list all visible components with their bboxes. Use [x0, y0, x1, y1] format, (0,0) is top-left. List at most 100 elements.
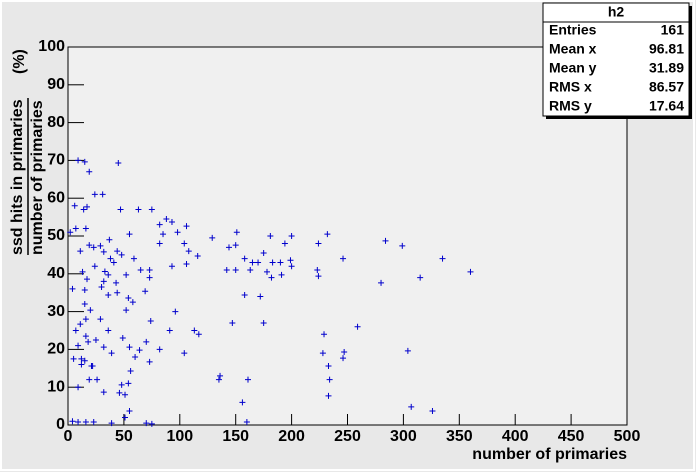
point: [156, 221, 163, 228]
point: [119, 335, 126, 342]
point: [129, 299, 136, 306]
point: [97, 316, 104, 323]
point: [281, 240, 288, 247]
point: [92, 336, 99, 343]
point: [67, 229, 74, 236]
point: [408, 403, 415, 410]
point: [81, 301, 88, 308]
point: [233, 229, 240, 236]
point: [278, 271, 285, 278]
point: [146, 267, 153, 274]
x-tick-label: 300: [390, 428, 417, 445]
stats-label: Mean y: [549, 60, 597, 76]
point: [209, 234, 216, 241]
y-tick-label: 20: [47, 341, 65, 358]
point: [439, 255, 446, 262]
x-tick-label: 0: [64, 428, 73, 445]
point: [399, 242, 406, 249]
point: [142, 288, 149, 295]
point: [269, 259, 276, 266]
stats-rows: Entries 161 Mean x 96.81 Mean y 31.89 RMS x 86.…: [549, 22, 684, 114]
point: [148, 206, 155, 213]
point: [108, 350, 115, 357]
y-tick-label: 30: [47, 303, 65, 320]
x-tick-label: 50: [115, 428, 133, 445]
point: [264, 268, 271, 275]
point: [72, 225, 79, 232]
point: [75, 384, 82, 391]
point: [225, 244, 232, 251]
point: [118, 251, 125, 258]
point: [249, 259, 256, 266]
y-tick-label: 100: [38, 38, 65, 55]
point: [79, 268, 86, 275]
y-tick-label: 50: [47, 227, 65, 244]
point: [148, 420, 155, 427]
point: [89, 363, 96, 370]
point: [319, 350, 326, 357]
point: [87, 307, 94, 314]
x-tick-label: 350: [446, 428, 473, 445]
point: [314, 267, 321, 274]
point: [168, 263, 175, 270]
stats-value: 96.81: [649, 41, 684, 57]
point: [106, 236, 113, 243]
point: [135, 206, 142, 213]
y-tick-label: 0: [56, 416, 65, 433]
point: [100, 278, 107, 285]
point: [81, 287, 88, 294]
point: [71, 202, 78, 209]
point: [315, 273, 322, 280]
point: [239, 399, 246, 406]
point: [125, 380, 132, 387]
point: [107, 255, 114, 262]
y-tick-label: 10: [47, 378, 65, 395]
stats-value: 86.57: [649, 79, 684, 95]
point: [147, 318, 154, 325]
point: [163, 215, 170, 222]
point: [136, 347, 143, 354]
point: [86, 242, 93, 249]
point: [382, 237, 389, 244]
x-axis-title: number of primaries: [472, 446, 627, 463]
point: [78, 355, 85, 362]
point: [404, 347, 411, 354]
point: [97, 242, 104, 249]
point: [241, 291, 248, 298]
point: [325, 363, 332, 370]
point: [326, 376, 333, 383]
point: [126, 408, 133, 415]
point: [80, 206, 87, 213]
point: [354, 323, 361, 330]
point: [127, 367, 134, 374]
point: [260, 319, 267, 326]
stats-value: 31.89: [649, 60, 684, 76]
point: [70, 355, 77, 362]
y-tick-label: 90: [47, 76, 65, 93]
point: [118, 381, 125, 388]
stats-label: Mean x: [549, 41, 597, 57]
point: [257, 293, 264, 300]
point: [288, 263, 295, 270]
point: [117, 206, 124, 213]
point: [86, 168, 93, 175]
point: [467, 268, 474, 275]
point: [85, 338, 92, 345]
y-tick-label: 40: [47, 265, 65, 282]
point: [288, 233, 295, 239]
x-tick-label: 150: [222, 428, 249, 445]
point: [123, 271, 130, 278]
point: [115, 160, 122, 167]
point: [195, 331, 202, 338]
point: [146, 274, 153, 281]
x-tick-label: 100: [166, 428, 193, 445]
point: [160, 231, 167, 238]
point: [94, 376, 101, 383]
point: [86, 376, 93, 383]
x-tick-label: 450: [558, 428, 585, 445]
point: [217, 372, 224, 379]
plot-frame: [67, 46, 628, 426]
stats-label: Entries: [549, 22, 597, 38]
point: [378, 279, 385, 286]
